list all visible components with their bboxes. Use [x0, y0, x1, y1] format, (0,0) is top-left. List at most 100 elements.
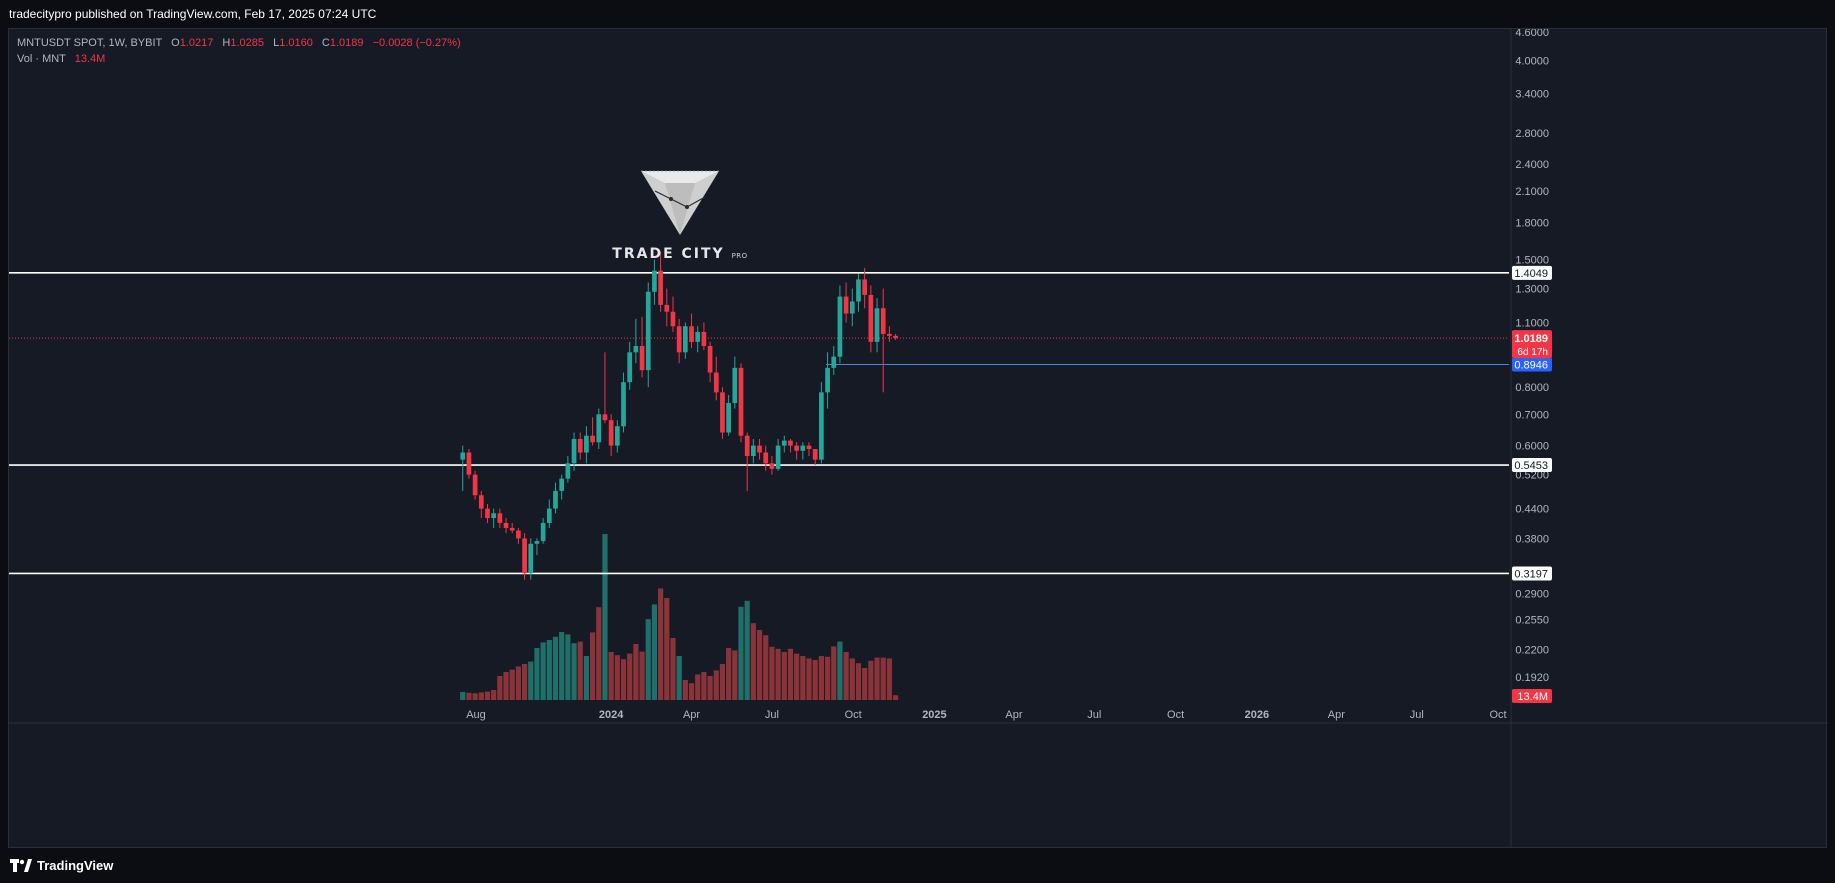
chart-svg[interactable]: 4.6000 4.0000 3.4000 2.8000 2.4000 2.1000 1.80… — [9, 29, 1828, 849]
volume-bar — [664, 598, 670, 700]
level-price-label: 0.8946 — [1514, 360, 1548, 372]
y-tick-label: 4.6000 — [1515, 29, 1549, 39]
watermark-text: TRADE CITY PRO — [605, 246, 755, 262]
volume-bar — [880, 657, 886, 700]
low-label: L — [273, 37, 280, 49]
candle-body — [645, 291, 651, 371]
level-price-label: 1.4049 — [1514, 268, 1548, 280]
volume-bar — [695, 674, 701, 700]
candle-body — [485, 508, 490, 519]
close-value: 1.0189 — [329, 37, 364, 49]
volume-bar — [497, 676, 503, 700]
volume-bar — [713, 670, 719, 700]
volume-bar — [732, 650, 738, 700]
candle-body — [701, 331, 707, 346]
candle-body — [800, 445, 806, 451]
volume-bar — [577, 641, 583, 700]
high-value: 1.0285 — [230, 37, 265, 49]
y-tick-label: 0.2550 — [1515, 614, 1549, 626]
tradingview-logo[interactable]: TradingView — [10, 858, 113, 873]
candle-body — [602, 414, 608, 421]
y-tick-label: 1.3000 — [1515, 284, 1549, 296]
x-tick-label: Jul — [1410, 709, 1424, 721]
candle-body — [744, 435, 750, 457]
y-tick-label: 2.8000 — [1515, 128, 1549, 140]
candle-body — [769, 463, 775, 469]
candle-body — [540, 522, 546, 542]
open-label: O — [171, 37, 180, 49]
volume-bar — [633, 644, 639, 700]
candle-body — [689, 326, 694, 342]
volume-bar — [738, 606, 744, 700]
candle-body — [528, 543, 534, 574]
candle-body — [584, 435, 589, 453]
candle-body — [720, 392, 725, 433]
x-tick-label: Jul — [1087, 709, 1101, 721]
chart-frame[interactable]: 4.6000 4.0000 3.4000 2.8000 2.4000 2.1000 1.80… — [8, 28, 1828, 849]
y-tick-label: 0.8000 — [1515, 382, 1549, 394]
level-price-tag — [1512, 566, 1552, 581]
volume-bar — [831, 646, 837, 700]
volume-bar — [756, 630, 763, 700]
candle-body — [757, 445, 762, 453]
volume-bar — [837, 641, 843, 700]
candle-body — [571, 438, 577, 464]
volume-bar — [794, 653, 800, 700]
candle-body — [503, 522, 509, 528]
volume-bar — [886, 658, 892, 700]
candle-body — [491, 513, 497, 519]
y-tick-label: 3.4000 — [1515, 88, 1549, 100]
candle-body — [825, 367, 830, 393]
candle-body — [862, 279, 868, 295]
volume-bar — [707, 676, 713, 700]
candle-body — [546, 508, 552, 523]
y-tick-label: 1.8000 — [1515, 218, 1549, 230]
candle-body — [880, 308, 886, 334]
y-tick-label: 0.2900 — [1515, 588, 1549, 600]
symbol-name[interactable]: MNTUSDT SPOT, 1W, BYBIT — [17, 37, 163, 49]
volume-bar — [719, 664, 726, 700]
level-price-label: 0.5453 — [1514, 460, 1548, 472]
volume-row: Vol · MNT 13.4M — [17, 51, 461, 67]
candle-body — [466, 452, 472, 475]
candle-body — [670, 311, 676, 327]
ohlc-row: MNTUSDT SPOT, 1W, BYBIT O1.0217 H1.0285 … — [17, 35, 461, 51]
trade-city-logo-icon — [641, 170, 719, 235]
current-price-label: 1.0189 — [1514, 333, 1548, 345]
volume-bar — [651, 604, 658, 700]
volume-bar — [701, 672, 707, 700]
candle-body — [874, 308, 880, 342]
candle-body — [534, 541, 540, 544]
volume-bar — [645, 619, 651, 700]
candle-body — [763, 452, 769, 464]
candle-body — [627, 352, 633, 383]
volume-bar — [466, 692, 472, 700]
volume-bar — [460, 692, 466, 700]
volume-bar — [620, 659, 627, 700]
volume-bar — [744, 600, 750, 700]
volume-bar — [682, 680, 688, 700]
volume-bar — [546, 640, 552, 700]
x-tick-label: Aug — [466, 709, 486, 721]
candle-body — [559, 478, 565, 491]
volume-bar — [478, 692, 484, 700]
volume-bar — [763, 635, 769, 700]
candle-body — [553, 490, 558, 509]
volume-bar — [608, 652, 614, 700]
candle-body — [516, 530, 521, 539]
y-tick-label: 2.4000 — [1515, 159, 1549, 171]
volume-bar — [583, 656, 590, 700]
candle-body — [497, 513, 503, 523]
candle-body — [509, 527, 515, 531]
volume-bar — [824, 656, 831, 700]
x-tick-label: 2024 — [599, 709, 624, 721]
candle-body — [831, 356, 837, 368]
volume-label[interactable]: Vol · MNT — [17, 53, 66, 65]
volume-bar — [658, 588, 664, 700]
volume-bar — [590, 632, 596, 700]
x-tick-label: Oct — [1167, 709, 1184, 721]
volume-bar — [855, 663, 862, 700]
candle-body — [843, 296, 849, 314]
volume-bar — [552, 636, 559, 700]
candle-body — [732, 367, 738, 404]
